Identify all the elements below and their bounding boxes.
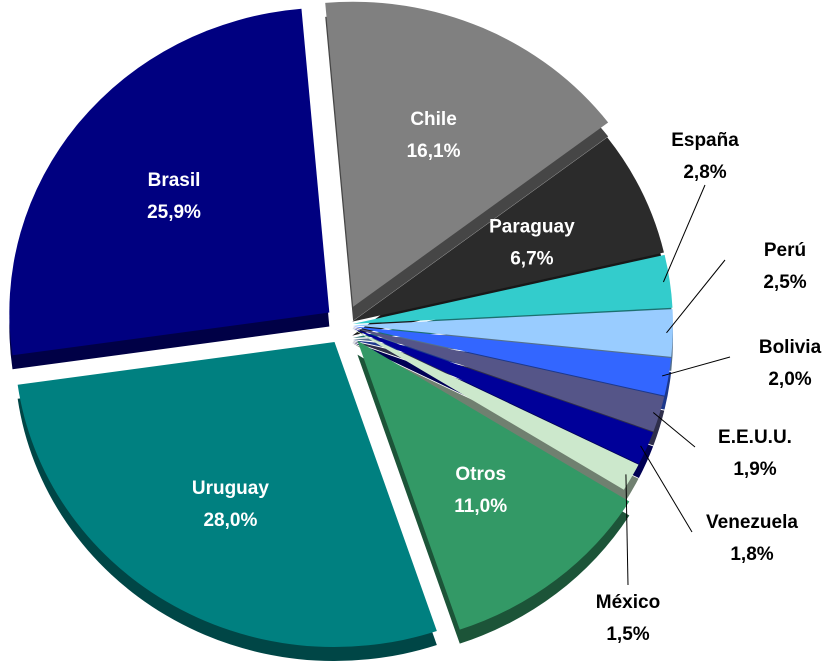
- slice: [352, 137, 664, 322]
- slice: [352, 327, 665, 432]
- value-label: 16,1%: [407, 141, 461, 162]
- slice: [17, 342, 437, 648]
- slice: [351, 328, 639, 490]
- value-label: 2,0%: [768, 369, 811, 390]
- slice: [352, 254, 673, 324]
- slice: [352, 328, 654, 464]
- value-label: 28,0%: [203, 510, 257, 531]
- value-label: 25,9%: [147, 202, 201, 223]
- leader-line: [652, 412, 696, 448]
- slice-label: Paraguay: [489, 216, 575, 237]
- slice-label: España: [671, 130, 739, 151]
- slice-label: Otros: [455, 464, 506, 485]
- slice: [352, 309, 673, 357]
- slice-label: Uruguay: [192, 478, 270, 499]
- slice: [9, 8, 330, 356]
- value-label: 11,0%: [454, 496, 507, 517]
- slice-label: Bolivia: [759, 337, 822, 358]
- slice-label: Perú: [764, 240, 806, 261]
- leader-line: [662, 356, 731, 377]
- value-label: 6,7%: [510, 248, 553, 269]
- value-label: 1,8%: [730, 544, 773, 565]
- slice-label: Brasil: [148, 170, 201, 191]
- leader-line: [640, 445, 693, 533]
- value-label: 1,5%: [606, 624, 649, 645]
- value-label: 1,9%: [733, 459, 776, 480]
- slice-label: Chile: [410, 109, 456, 130]
- slice: [352, 326, 672, 396]
- leader-line: [625, 474, 629, 586]
- value-label: 2,5%: [763, 272, 806, 293]
- slice-label: E.E.U.U.: [718, 427, 792, 448]
- leader-line: [662, 184, 706, 283]
- value-label: 2,8%: [683, 162, 726, 183]
- slice-label: México: [596, 592, 660, 613]
- slice: [357, 340, 630, 630]
- slice: [325, 1, 609, 307]
- leader-line: [666, 259, 726, 334]
- slice-label: Venezuela: [706, 512, 798, 533]
